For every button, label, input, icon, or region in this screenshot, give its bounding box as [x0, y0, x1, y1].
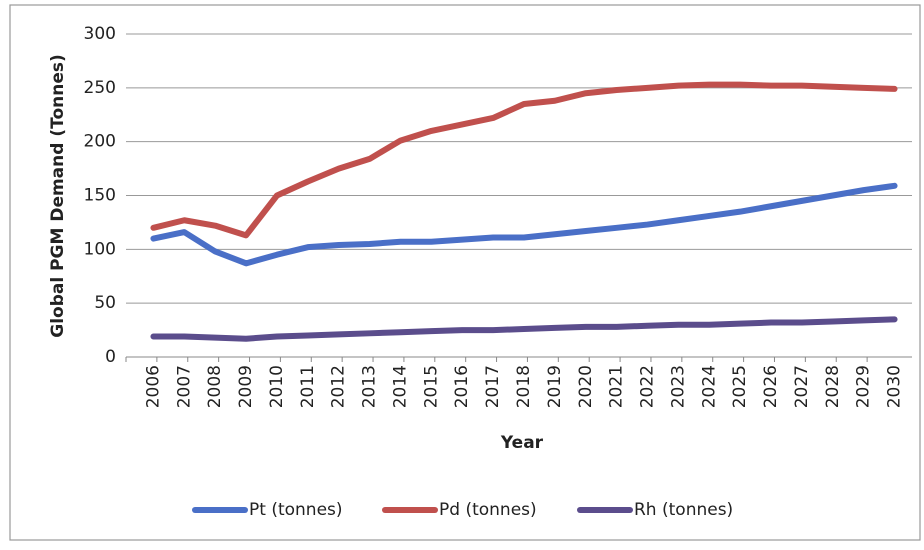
line-series [150, 316, 898, 342]
x-tick-label: 2023 [668, 365, 688, 408]
legend-label: Rh (tonnes) [634, 500, 733, 520]
x-tick-label: 2030 [885, 365, 905, 408]
x-tick-label: 2012 [329, 365, 349, 408]
x-tick-label: 2026 [761, 365, 781, 408]
y-tick-label: 200 [84, 132, 116, 152]
x-tick-label: 2011 [298, 365, 318, 408]
y-tick-label: 150 [84, 186, 116, 206]
x-axis-title: Year [500, 433, 544, 453]
x-tick-label: 2027 [792, 365, 812, 408]
y-axis-title: Global PGM Demand (Tonnes) [48, 54, 68, 338]
x-tick-label: 2028 [823, 365, 843, 408]
x-tick-label: 2022 [638, 365, 658, 408]
y-tick-label: 50 [94, 293, 116, 313]
y-tick-label: 250 [84, 78, 116, 98]
legend-label: Pd (tonnes) [439, 500, 537, 520]
x-tick-label: 2013 [360, 365, 380, 408]
x-tick-label: 2008 [205, 365, 225, 408]
x-tick-label: 2014 [390, 365, 410, 408]
chart-frame [9, 4, 921, 541]
legend-label: Pt (tonnes) [249, 500, 343, 520]
x-tick-label: 2020 [576, 365, 596, 408]
x-tick-label: 2009 [236, 365, 256, 408]
x-tick-label: 2017 [483, 365, 503, 408]
x-tick-label: 2029 [854, 365, 874, 408]
x-tick-label: 2025 [730, 365, 750, 408]
y-tick-label: 300 [84, 24, 116, 44]
line-series [150, 81, 898, 239]
x-tick-label: 2016 [452, 365, 472, 408]
x-tick-label: 2015 [421, 365, 441, 408]
x-tick-label: 2010 [267, 365, 287, 408]
y-tick-label: 0 [105, 347, 116, 367]
x-tick-label: 2018 [514, 365, 534, 408]
x-tick-label: 2019 [545, 365, 565, 408]
x-tick-label: 2024 [699, 365, 719, 408]
y-tick-label: 100 [84, 239, 116, 259]
x-tick-label: 2006 [143, 365, 163, 408]
line-series [150, 182, 898, 267]
x-tick-label: 2021 [607, 365, 627, 408]
x-tick-label: 2007 [174, 365, 194, 408]
